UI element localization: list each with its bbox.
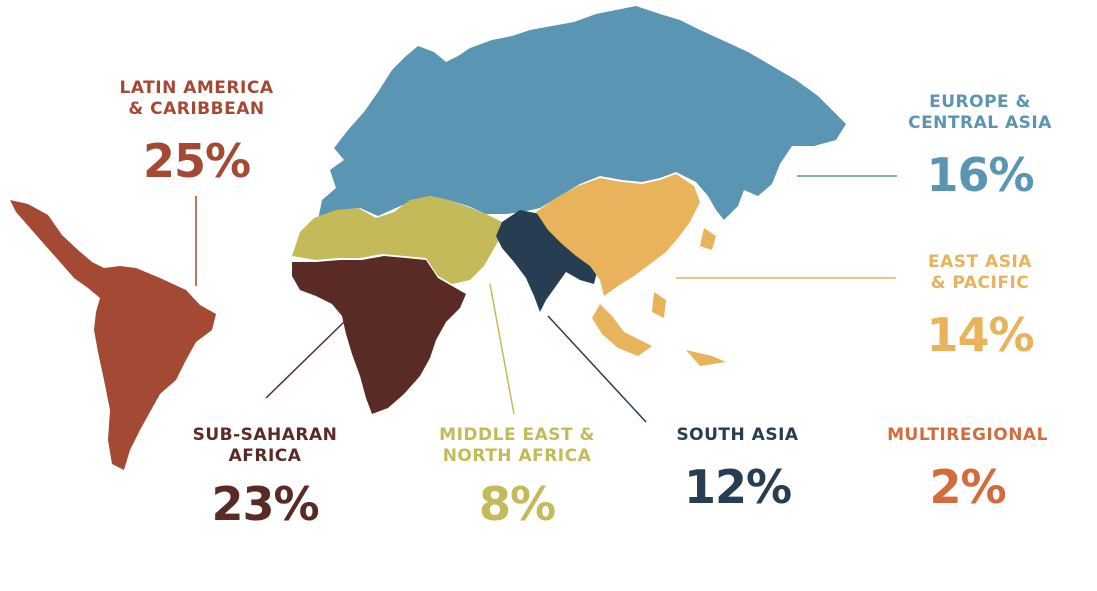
label-sub-saharan-africa: SUB-SAHARAN AFRICA 23% xyxy=(150,425,380,529)
label-east-asia-pacific: EAST ASIA & PACIFIC 14% xyxy=(870,252,1090,360)
region-shape-sub-saharan-africa xyxy=(292,256,466,414)
leader-line-south-asia xyxy=(547,315,647,423)
region-name-line: MULTIREGIONAL xyxy=(887,425,1048,445)
label-multiregional: MULTIREGIONAL 2% xyxy=(860,425,1075,512)
label-latin-america: LATIN AMERICA & CARIBBEAN 25% xyxy=(84,78,309,186)
region-share: 8% xyxy=(478,477,556,531)
region-shape-middle-east-north-africa xyxy=(292,196,502,284)
region-share: 12% xyxy=(683,460,792,514)
region-share: 2% xyxy=(929,460,1006,514)
region-name-line: & CARIBBEAN xyxy=(128,99,265,119)
region-name-line: NORTH AFRICA xyxy=(442,446,592,466)
leader-line-mena xyxy=(489,283,515,415)
leader-line-sub-saharan-africa xyxy=(265,321,345,399)
region-shape-europe-central-asia xyxy=(316,6,846,230)
label-south-asia: SOUTH ASIA 12% xyxy=(630,425,845,512)
region-name-line: MIDDLE EAST & xyxy=(439,425,595,445)
region-share: 14% xyxy=(926,308,1034,362)
region-share: 16% xyxy=(926,148,1034,202)
region-shape-east-asia-pacific xyxy=(536,174,726,366)
region-name-line: & PACIFIC xyxy=(930,273,1030,293)
region-shape-latin-america xyxy=(10,200,216,470)
label-middle-east-north-africa: MIDDLE EAST & NORTH AFRICA 8% xyxy=(402,425,632,529)
region-name-line: AFRICA xyxy=(228,446,302,466)
region-shape-south-asia xyxy=(496,210,598,312)
region-name-line: CENTRAL ASIA xyxy=(908,113,1052,133)
region-name-line: EUROPE & xyxy=(929,92,1031,112)
region-name-line: EAST ASIA xyxy=(928,252,1032,272)
label-europe-central-asia: EUROPE & CENTRAL ASIA 16% xyxy=(870,92,1090,200)
region-name-line: SUB-SAHARAN xyxy=(192,425,338,445)
region-share: 25% xyxy=(142,134,251,188)
region-share: 23% xyxy=(211,477,319,531)
region-name-line: LATIN AMERICA xyxy=(119,78,274,98)
region-name-line: SOUTH ASIA xyxy=(676,425,799,445)
